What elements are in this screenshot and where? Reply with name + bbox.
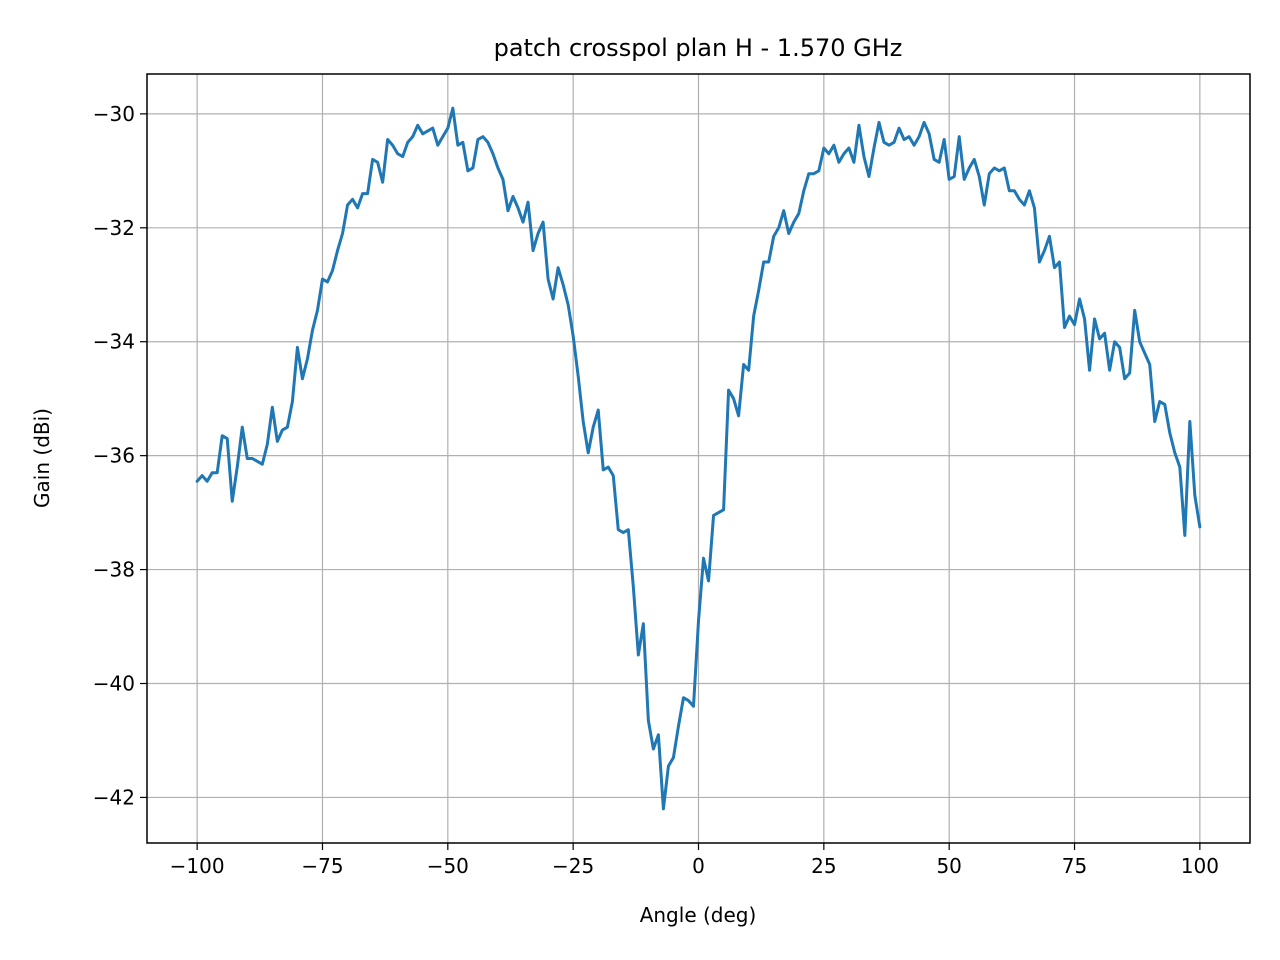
x-tick-label: −75 <box>301 854 343 878</box>
x-axis-label: Angle (deg) <box>640 903 757 927</box>
y-axis-label: Gain (dBi) <box>30 408 54 508</box>
x-tick-label: 75 <box>1062 854 1087 878</box>
y-tick-label: −36 <box>93 444 135 468</box>
x-tick-label: 100 <box>1181 854 1219 878</box>
x-tick-label: −100 <box>170 854 225 878</box>
y-axis: −42 −40 −38 −36 −34 −32 −30 <box>93 102 147 809</box>
x-tick-label: −50 <box>427 854 469 878</box>
series-layer <box>195 106 1202 811</box>
x-tick-label: 25 <box>811 854 836 878</box>
chart-title: patch crosspol plan H - 1.570 GHz <box>494 34 903 62</box>
grid <box>147 74 1250 843</box>
y-tick-label: −34 <box>93 330 135 354</box>
x-tick-label: −25 <box>552 854 594 878</box>
y-tick-label: −40 <box>93 672 135 696</box>
x-tick-label: 0 <box>692 854 705 878</box>
x-tick-label: 50 <box>936 854 961 878</box>
y-tick-label: −30 <box>93 102 135 126</box>
x-axis: −100 −75 −50 −25 0 25 50 75 100 <box>170 843 1219 878</box>
series-line <box>195 106 1202 811</box>
y-tick-label: −32 <box>93 216 135 240</box>
y-tick-label: −38 <box>93 558 135 582</box>
y-tick-label: −42 <box>93 785 135 809</box>
